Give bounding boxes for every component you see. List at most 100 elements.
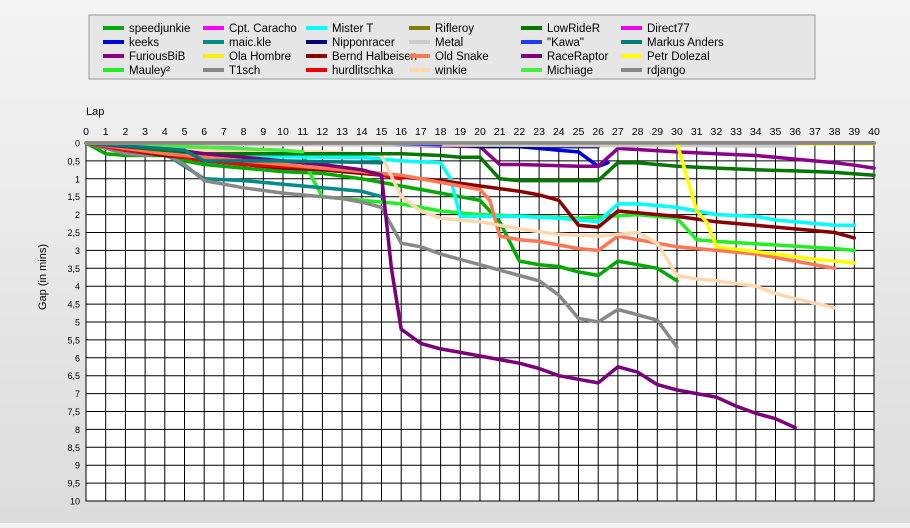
- series-line-michiage: [84, 141, 305, 154]
- legend-item: winkie: [409, 65, 467, 77]
- x-tick-label: 18: [435, 126, 447, 138]
- x-tick-label: 13: [336, 126, 348, 138]
- x-axis-label: Lap: [86, 106, 104, 118]
- legend-item: Bernd Halbeisen: [306, 51, 417, 63]
- legend-label: Ola Hombre: [229, 51, 291, 63]
- y-tick-label: 2,5: [67, 228, 80, 238]
- legend-label: rdjango: [647, 65, 685, 77]
- legend-item: Michiage: [521, 65, 593, 77]
- x-tick-label: 15: [376, 126, 388, 138]
- series-lines: [84, 141, 876, 430]
- x-tick-label: 16: [395, 126, 407, 138]
- x-tick-label: 36: [789, 126, 801, 138]
- y-tick-label: 2: [75, 210, 80, 220]
- grid: [85, 142, 875, 502]
- legend-item: Cpt. Caracho: [203, 23, 297, 35]
- legend-item: T1sch: [203, 65, 260, 77]
- legend-label: "Kawa": [547, 37, 584, 49]
- legend-item: Petr Dolezal: [621, 51, 710, 63]
- legend-item: Ola Hombre: [203, 51, 291, 63]
- y-tick-label: 10: [70, 497, 80, 507]
- legend-item: Metal: [409, 37, 463, 49]
- legend-label: Mister T: [332, 23, 373, 35]
- x-tick-label: 26: [592, 126, 604, 138]
- legend-item: rdjango: [621, 65, 685, 77]
- series-line-mister-t: [84, 141, 857, 228]
- x-tick-label: 11: [297, 126, 308, 138]
- y-tick-label: 9,5: [67, 479, 80, 489]
- x-tick-label: 10: [277, 126, 289, 138]
- y-tick-label: 5,5: [67, 335, 80, 345]
- legend-label: Cpt. Caracho: [229, 23, 297, 35]
- legend-label: Old Snake: [435, 51, 489, 63]
- x-tick-label: 8: [241, 126, 247, 138]
- x-tick-label: 1: [103, 126, 109, 138]
- x-tick-label: 33: [730, 126, 742, 138]
- x-tick-label: 12: [317, 126, 329, 138]
- legend-item: speedjunkie: [103, 23, 190, 35]
- y-tick-label: 4,5: [67, 300, 80, 310]
- series-line-markus-anders: [84, 141, 384, 165]
- x-tick-label: 24: [553, 126, 565, 138]
- series-line-t1sch: [84, 141, 679, 349]
- x-tick-label: 31: [691, 126, 703, 138]
- y-tick-label: 7: [75, 389, 80, 399]
- legend-item: Nipponracer: [306, 37, 395, 49]
- y-tick-label: 9: [75, 461, 80, 471]
- x-tick-label: 28: [632, 126, 644, 138]
- series-line-lowrider: [84, 141, 876, 183]
- x-tick-label: 30: [671, 126, 683, 138]
- x-tick-label: 5: [182, 126, 188, 138]
- legend-label: Mauley²: [129, 65, 170, 77]
- legend-item: Rifleroy: [409, 23, 474, 35]
- x-tick-label: 0: [83, 126, 89, 138]
- legend-label: T1sch: [229, 65, 260, 77]
- y-tick-label: 0,5: [67, 156, 80, 166]
- legend-label: LowRideR: [547, 23, 600, 35]
- x-tick-label: 38: [829, 126, 841, 138]
- y-tick-label: 3: [75, 246, 80, 256]
- x-tick-label: 34: [750, 126, 762, 138]
- y-tick-label: 7,5: [67, 407, 80, 417]
- legend-label: hurdlitschka: [332, 65, 394, 77]
- x-tick-label: 39: [848, 126, 860, 138]
- y-tick-label: 1,5: [67, 192, 80, 202]
- x-tick-label: 40: [868, 126, 880, 138]
- series-line-old-snake: [84, 141, 837, 271]
- legend: speedjunkie keeks FuriousBiB Mauley² Cpt. Ca…: [88, 14, 816, 80]
- legend-item: Mauley²: [103, 65, 170, 77]
- legend-item: keeks: [103, 37, 159, 49]
- legend-label: Direct77: [647, 23, 690, 35]
- x-tick-label: 27: [612, 126, 624, 138]
- legend-item: Direct77: [621, 23, 690, 35]
- x-tick-label: 21: [494, 126, 506, 138]
- legend-label: winkie: [434, 65, 467, 77]
- legend-item: Old Snake: [409, 51, 489, 63]
- x-tick-label: 19: [454, 126, 466, 138]
- legend-label: speedjunkie: [129, 23, 190, 35]
- legend-item: Markus Anders: [621, 37, 724, 49]
- legend-label: Metal: [435, 37, 463, 49]
- legend-label: Markus Anders: [647, 37, 724, 49]
- x-axis: 0 1 2 3 4 5 6 7 8 9 10 11 12 13 14 15 16 17 18 19 20 21 22 23 24…: [83, 126, 880, 138]
- x-tick-label: 22: [514, 126, 526, 138]
- legend-label: Michiage: [547, 65, 593, 77]
- y-tick-label: 0: [75, 139, 80, 149]
- y-tick-label: 6: [75, 353, 80, 363]
- x-tick-label: 6: [201, 126, 207, 138]
- x-tick-label: 20: [474, 126, 486, 138]
- y-tick-label: 4: [75, 282, 80, 292]
- y-tick-label: 5: [75, 318, 80, 328]
- legend-item: hurdlitschka: [306, 65, 394, 77]
- legend-item: RaceRaptor: [521, 51, 609, 63]
- legend-label: Rifleroy: [435, 23, 474, 35]
- legend-label: Nipponracer: [332, 37, 395, 49]
- legend-label: Petr Dolezal: [647, 51, 710, 63]
- legend-label: RaceRaptor: [547, 51, 609, 63]
- legend-item: maic.kle: [203, 37, 271, 49]
- legend-label: maic.kle: [229, 37, 271, 49]
- y-tick-label: 6,5: [67, 371, 80, 381]
- y-tick-label: 3,5: [67, 264, 80, 274]
